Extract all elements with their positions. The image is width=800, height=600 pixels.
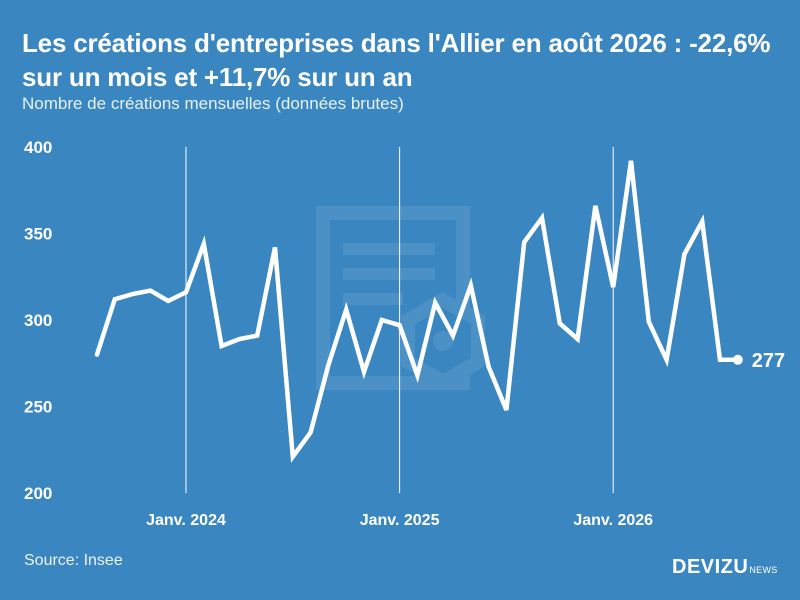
x-tick-label: Janv. 2024 — [146, 512, 226, 529]
brand-sub: NEWS — [749, 565, 778, 575]
brand-logo: DEVIZUNEWS — [672, 556, 778, 579]
y-tick-label: 350 — [24, 225, 52, 244]
last-value-label: 277 — [752, 350, 785, 372]
x-tick-label: Janv. 2026 — [573, 512, 653, 529]
last-point-marker — [732, 354, 743, 365]
brand-main: DEVIZU — [672, 556, 749, 578]
chart-title: Les créations d'entreprises dans l'Allie… — [22, 28, 771, 92]
y-tick-label: 250 — [24, 398, 52, 417]
watermark-logo-icon — [316, 206, 485, 391]
chart-subtitle: Nombre de créations mensuelles (données … — [22, 94, 404, 113]
y-tick-label: 400 — [24, 138, 52, 157]
y-tick-label: 300 — [24, 311, 52, 330]
y-tick-label: 200 — [24, 484, 52, 503]
source-note: Source: Insee — [24, 552, 123, 569]
x-tick-label: Janv. 2025 — [360, 512, 440, 529]
